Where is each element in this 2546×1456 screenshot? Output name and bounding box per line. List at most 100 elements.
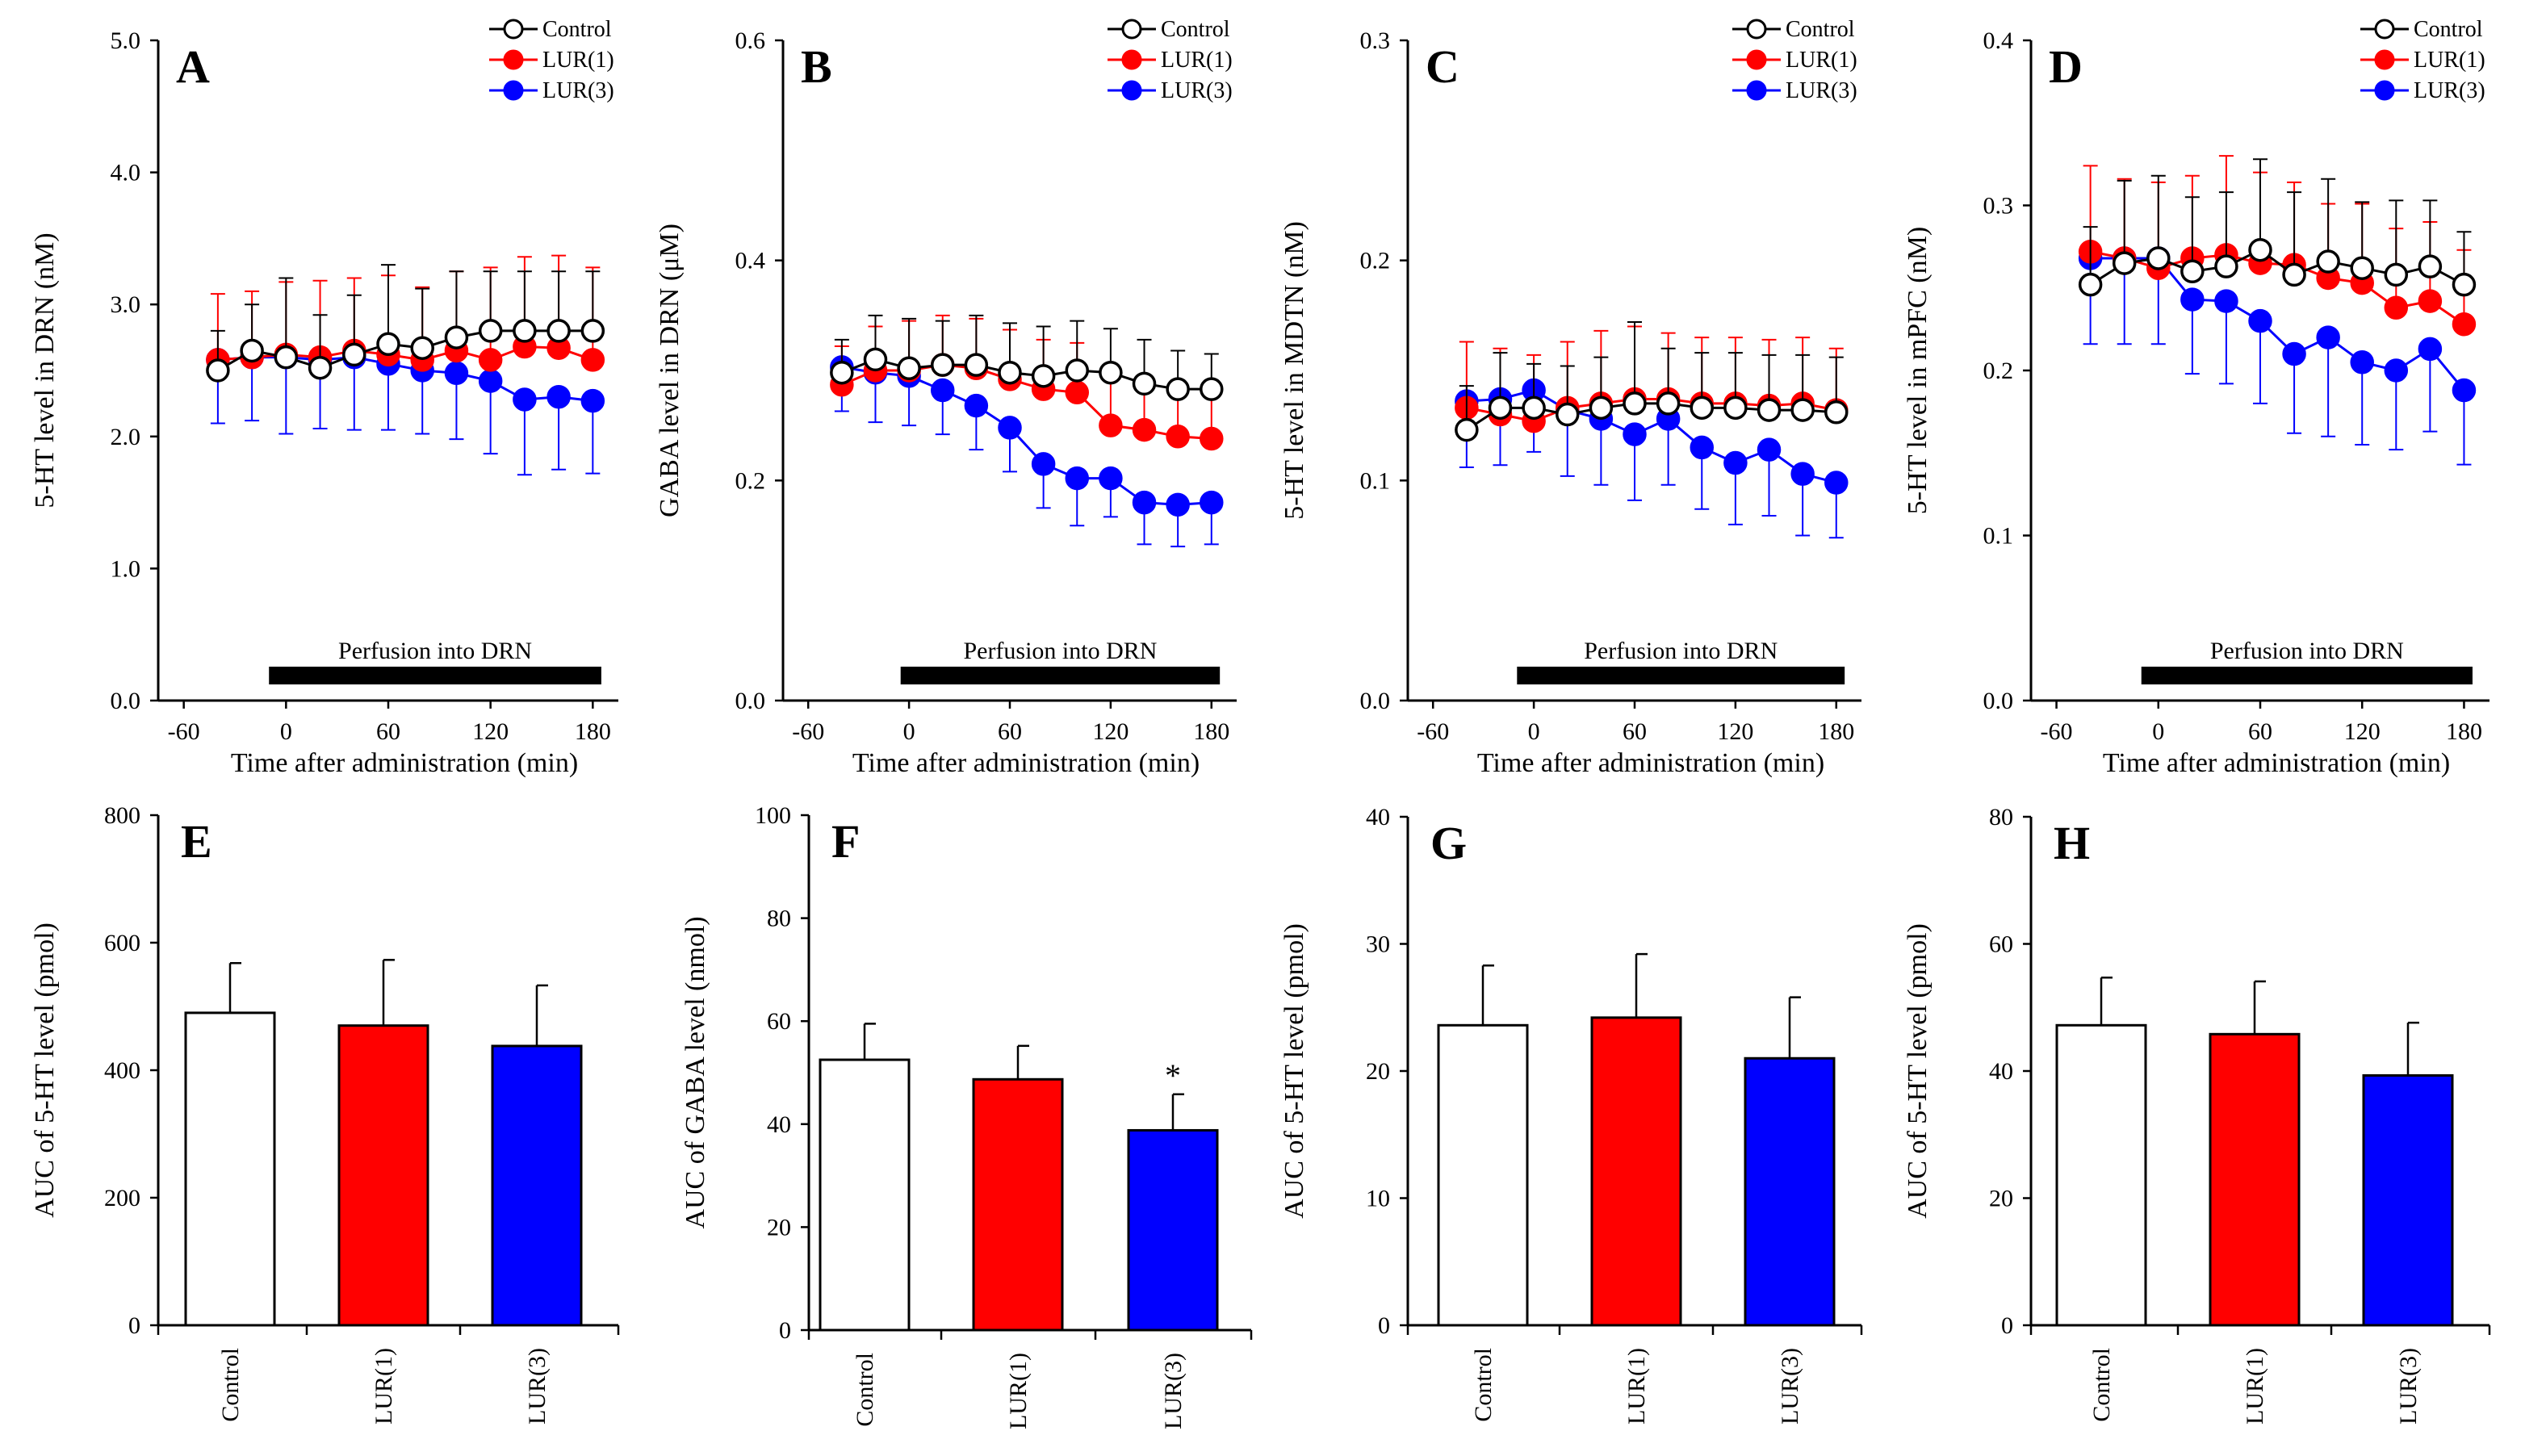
data-point [2248,237,2272,262]
x-tick-label: 0 [903,718,915,745]
data-point [998,416,1022,440]
category-label: LUR(3) [1777,1348,1803,1425]
x-axis-label: Time after administration (min) [2103,748,2450,778]
data-point [2282,341,2306,366]
data-point [930,353,955,377]
x-tick-label: 60 [998,718,1022,745]
y-axis-label: AUC of 5-HT level (pmol) [1903,923,1933,1219]
data-point [863,347,888,372]
data-point [580,319,605,343]
data-point [1132,417,1157,442]
data-point [2316,249,2340,274]
data-point [1065,466,1090,491]
data-point [1623,391,1647,416]
y-tick-label: 10 [1366,1186,1390,1212]
y-tick-label: 40 [767,1111,791,1138]
data-point [2214,254,2238,278]
y-tick-label: 20 [767,1214,791,1241]
data-point [1555,402,1580,427]
legend-label: LUR(3) [1786,78,1857,103]
data-point [2248,308,2272,333]
y-tick-label: 80 [767,906,791,932]
data-point [1099,466,1123,491]
data-point [546,384,571,409]
legend-marker [1746,49,1767,70]
category-label: LUR(3) [1160,1353,1187,1429]
data-point [580,388,605,413]
data-point [1200,426,1224,451]
data-point [1589,395,1614,420]
data-point [2384,295,2409,320]
y-axis-label: 5-HT level in MDTN (nM) [1279,221,1309,520]
x-axis-label: Time after administration (min) [231,748,578,778]
perfusion-label: Perfusion into DRN [1584,638,1778,664]
bar [1590,1016,1682,1327]
data-point [1656,391,1681,416]
y-axis-label: AUC of GABA level (nmol) [680,916,710,1228]
y-tick-label: 0.0 [1983,688,2014,714]
bar-chart-G: Control LUR(1) LUR(3) 0 10 20 30 40 AUC of 5-HT … [1279,804,1863,1425]
data-point [478,319,503,343]
y-axis-label: GABA level in DRN (μM) [655,224,685,517]
data-point [342,342,366,367]
x-tick-label: 120 [1092,718,1129,745]
data-point [1166,377,1190,401]
y-tick-label: 0.2 [1983,358,2014,384]
series-Control [206,264,605,383]
legend-label: LUR(3) [542,78,614,103]
data-point [1623,422,1647,446]
y-tick-label: 0.6 [735,27,766,54]
bar [1437,1023,1529,1327]
y-tick-label: 200 [104,1185,140,1211]
data-point [513,387,537,412]
data-point [1132,371,1157,396]
data-point [1065,358,1090,383]
data-point [2418,289,2443,313]
data-point [2180,259,2205,284]
data-point [274,345,299,370]
x-axis-label: Time after administration (min) [852,748,1200,778]
y-tick-label: 0.1 [1360,467,1391,494]
line-chart-D: 0.0 0.1 0.2 0.3 0.4 -60 0 60 120 180 Time after ad… [1903,17,2489,778]
y-tick-label: 5.0 [111,27,141,54]
data-point [1132,490,1157,515]
category-label: LUR(3) [524,1348,551,1425]
data-point [2452,312,2477,337]
panel-letter: E [181,815,212,868]
y-tick-label: 0.4 [1983,27,2014,54]
data-point [2214,289,2238,313]
category-label: LUR(1) [1623,1348,1650,1425]
x-axis-label: Time after administration (min) [1477,748,1824,778]
x-tick-label: 120 [2344,718,2381,745]
data-point [1824,400,1849,425]
legend-marker [1121,49,1142,70]
x-tick-label: 60 [376,718,400,745]
data-point [1690,435,1715,460]
x-tick-label: 180 [1193,718,1229,745]
bar [819,1058,911,1332]
data-point [2418,254,2443,278]
perfusion-bar [1517,667,1845,684]
y-axis-label: 5-HT level in DRN (nM) [30,232,60,508]
x-tick-label: 120 [1717,718,1753,745]
y-tick-label: 0.3 [1360,27,1391,54]
y-tick-label: 0.2 [1360,248,1391,274]
y-tick-label: 2.0 [111,424,141,450]
y-tick-label: 0.0 [735,688,766,714]
data-point [2350,256,2374,280]
data-point [1723,450,1748,475]
y-tick-label: 0.3 [1983,193,2014,220]
data-point [444,325,469,349]
x-tick-label: -60 [1417,718,1449,745]
y-tick-label: 0.4 [735,248,766,274]
data-point [240,338,264,363]
panel-letter: B [801,40,832,93]
y-tick-label: 100 [755,802,791,829]
bar [1127,1128,1219,1332]
data-point [1200,490,1224,515]
significance-mark: * [1165,1057,1181,1094]
perfusion-bar [269,667,601,684]
legend-label: Control [542,17,612,42]
x-tick-label: 0 [280,718,292,745]
data-point [1031,452,1056,476]
